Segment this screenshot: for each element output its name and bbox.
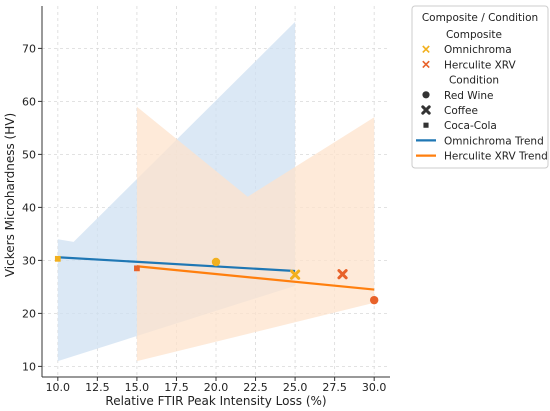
y-tick-label: 60 [22,95,36,108]
data-point [54,255,61,262]
trend-lines [57,256,375,291]
x-axis-label: Relative FTIR Peak Intensity Loss (%) [105,394,326,408]
y-tick-label: 40 [22,201,36,214]
x-tick-label: 12.5 [85,381,110,394]
trend-line [57,256,296,273]
legend-marker [421,105,431,115]
legend: Composite / Condition Composite Omnichroma… [411,5,549,169]
legend-marker [422,60,430,69]
legend-section-header: Composite [446,29,502,41]
data-point [337,269,348,280]
data-point [211,257,221,267]
y-tick-label: 10 [22,360,36,373]
data-point [289,269,301,280]
trend-line [136,265,375,291]
y-tick-label: 20 [22,307,36,320]
x-tick-label: 30.0 [362,381,387,394]
confidence-band [136,106,375,362]
legend-label: Herculite XRV Trend [444,151,548,163]
x-tick-label: 27.5 [322,381,347,394]
x-tick-label: 15.0 [125,381,150,394]
y-tick-label: 50 [22,148,36,161]
legend-marker [422,45,430,53]
legend-title: Composite / Condition [422,12,538,24]
data-point [369,295,379,305]
legend-label: Coffee [444,105,478,117]
legend-label: Coca-Cola [444,120,497,132]
legend-box [411,5,549,169]
x-tick-label: 17.5 [164,381,189,394]
legend-marker [422,91,430,99]
legend-section-header: Condition [449,75,499,87]
legend-marker [423,122,429,128]
y-tick-label: 30 [22,254,36,267]
x-tick-label: 22.5 [243,381,268,394]
data-point [134,265,140,272]
legend-label: Red Wine [444,90,493,102]
y-axis-label: Vickers Microhardness (HV) [3,113,17,277]
axes: 10.0 12.5 15.0 17.5 20.0 22.5 25.0 27.5 30.0 10 20… [22,6,390,394]
x-tick-label: 10.0 [46,381,71,394]
x-tick-label: 25.0 [283,381,308,394]
legend-label: Omnichroma Trend [444,135,544,147]
legend-label: Omnichroma [444,44,512,56]
legend-label: Herculite XRV [444,59,517,71]
y-tick-label: 70 [22,42,36,55]
data-points [54,255,379,305]
x-tick-label: 20.0 [204,381,229,394]
